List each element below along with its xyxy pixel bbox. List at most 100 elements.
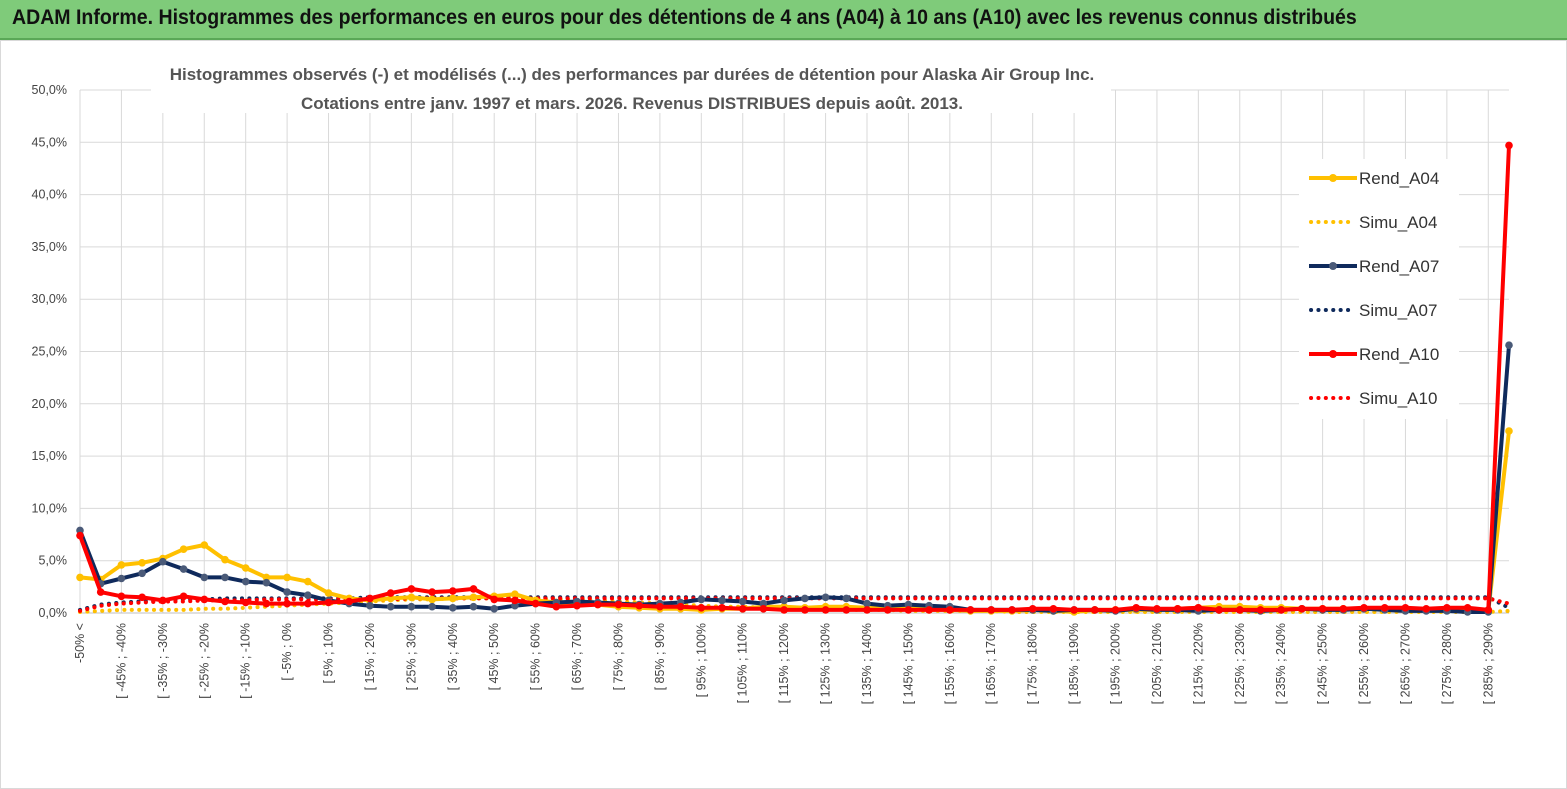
- data-point-Rend_A07: [179, 565, 188, 573]
- legend-marker: [1329, 174, 1337, 182]
- legend: Rend_A04 Simu_A04 Rend_A07 Simu_A07 Rend_A10…: [1299, 159, 1459, 419]
- data-point-Rend_A10: [469, 585, 478, 593]
- data-point-Rend_A04: [283, 573, 291, 582]
- data-point-Rend_A10: [407, 585, 416, 593]
- data-point-Rend_A10: [863, 606, 871, 614]
- legend-label: Simu_A07: [1359, 301, 1437, 320]
- x-tick-label: [ 155% ; 160%: [943, 623, 957, 704]
- data-point-Rend_A07: [780, 596, 788, 605]
- x-tick-label: [ 145% ; 150%: [901, 623, 915, 704]
- data-point-Rend_A04: [76, 573, 84, 582]
- x-tick-label: [ 195% ; 200%: [1109, 623, 1123, 704]
- y-tick-label: 15,0%: [32, 449, 67, 463]
- data-point-Rend_A07: [241, 577, 250, 586]
- legend-item-Rend_A07: Rend_A07: [1309, 257, 1439, 276]
- data-point-Rend_A10: [1173, 605, 1182, 613]
- legend-label: Simu_A10: [1359, 389, 1437, 408]
- data-point-Rend_A07: [283, 588, 291, 596]
- y-tick-label: 10,0%: [32, 501, 67, 515]
- x-tick-label: [ -45% ; -40%: [114, 623, 128, 699]
- x-tick-label: -50% <: [73, 623, 87, 663]
- data-point-Rend_A07: [449, 604, 457, 612]
- data-point-Rend_A04: [469, 593, 478, 602]
- x-tick-label: [ 25% ; 30%: [404, 623, 418, 690]
- x-tick-label: [ 95% ; 100%: [694, 623, 708, 697]
- data-point-Rend_A07: [117, 574, 126, 583]
- data-point-Rend_A10: [304, 599, 312, 608]
- y-tick-label: 5,0%: [39, 554, 68, 568]
- data-point-Rend_A10: [635, 601, 643, 610]
- data-point-Rend_A10: [1298, 605, 1306, 613]
- data-point-Rend_A10: [241, 598, 250, 607]
- data-point-Rend_A10: [1008, 606, 1016, 614]
- data-point-Rend_A10: [821, 606, 830, 614]
- data-point-Rend_A10: [552, 602, 561, 611]
- data-point-Rend_A10: [656, 602, 664, 611]
- data-point-Rend_A10: [159, 596, 167, 605]
- data-point-Rend_A10: [1484, 606, 1493, 614]
- series-line-Rend_A04: [79, 430, 1511, 614]
- series-Rend_A04: [76, 427, 1513, 616]
- x-tick-label: [ 275% ; 280%: [1440, 623, 1454, 704]
- x-tick-label: [ 75% ; 80%: [611, 623, 625, 690]
- data-point-Rend_A07: [407, 602, 416, 611]
- data-point-Rend_A07: [386, 602, 395, 611]
- data-point-Rend_A04: [179, 545, 188, 553]
- data-point-Rend_A10: [1422, 605, 1430, 613]
- data-point-Rend_A04: [200, 541, 209, 549]
- x-tick-label: [ -15% ; -10%: [239, 623, 253, 699]
- data-point-Rend_A10: [1028, 605, 1037, 613]
- data-point-Rend_A04: [304, 577, 312, 586]
- histogram-chart: 0,0% 5,0% 10,0% 15,0% 20,0% 25,0% 30,0% 35,0% 40…: [32, 55, 1513, 704]
- data-point-Rend_A10: [1443, 604, 1451, 612]
- data-point-Rend_A07: [428, 602, 436, 611]
- y-tick-label: 30,0%: [32, 292, 67, 306]
- data-point-Rend_A10: [386, 589, 395, 597]
- data-point-Rend_A04: [117, 561, 126, 569]
- x-tick-label: [ -25% ; -20%: [197, 623, 211, 699]
- legend-item-Simu_A07: Simu_A07: [1309, 301, 1437, 320]
- y-tick-label: 20,0%: [32, 397, 67, 411]
- data-point-Rend_A10: [449, 587, 457, 595]
- data-point-Rend_A04: [407, 593, 416, 602]
- data-point-Rend_A10: [1111, 606, 1120, 614]
- x-axis: -50% < [ -45% ; -40% [ -35% ; -30% [ -25% ;…: [73, 612, 1509, 704]
- data-point-Rend_A10: [76, 531, 84, 540]
- y-tick-label: 35,0%: [32, 240, 67, 254]
- x-tick-label: [ 285% ; 290%: [1481, 623, 1495, 704]
- x-tick-label: [ 255% ; 260%: [1357, 623, 1371, 704]
- report-title: ADAM Informe. Histogrammes des performan…: [12, 6, 1357, 29]
- x-tick-label: [ 55% ; 60%: [529, 623, 543, 690]
- data-point-Rend_A04: [324, 589, 333, 597]
- title-background: [151, 55, 1111, 113]
- data-point-Rend_A10: [283, 599, 291, 608]
- data-point-Rend_A10: [573, 601, 581, 610]
- data-point-Rend_A10: [1380, 604, 1389, 612]
- data-point-Rend_A10: [138, 593, 146, 602]
- x-tick-label: [ 265% ; 270%: [1398, 623, 1412, 704]
- x-tick-label: [ 45% ; 50%: [487, 623, 501, 690]
- series-layer: [76, 141, 1513, 616]
- data-point-Rend_A07: [221, 573, 229, 582]
- data-point-Rend_A10: [904, 606, 913, 614]
- data-point-Rend_A10: [531, 599, 540, 608]
- data-point-Rend_A07: [490, 605, 499, 613]
- y-tick-label: 25,0%: [32, 345, 67, 359]
- data-point-Rend_A10: [1401, 604, 1410, 612]
- data-point-Rend_A10: [96, 588, 105, 596]
- data-point-Rend_A10: [200, 595, 209, 604]
- data-point-Rend_A07: [159, 557, 167, 566]
- legend-item-Simu_A10: Simu_A10: [1309, 389, 1437, 408]
- data-point-Rend_A10: [780, 606, 788, 614]
- data-point-Rend_A10: [1277, 606, 1285, 614]
- data-point-Rend_A07: [511, 601, 519, 610]
- data-point-Rend_A10: [1360, 604, 1368, 612]
- x-tick-label: [ 15% ; 20%: [363, 623, 377, 690]
- x-tick-label: [ 35% ; 40%: [446, 623, 460, 690]
- data-point-Rend_A10: [428, 588, 436, 596]
- data-point-Rend_A07: [904, 600, 913, 609]
- data-point-Rend_A10: [1132, 604, 1140, 612]
- data-point-Rend_A04: [221, 555, 229, 564]
- data-point-Rend_A10: [1091, 606, 1099, 614]
- data-point-Rend_A10: [801, 606, 809, 614]
